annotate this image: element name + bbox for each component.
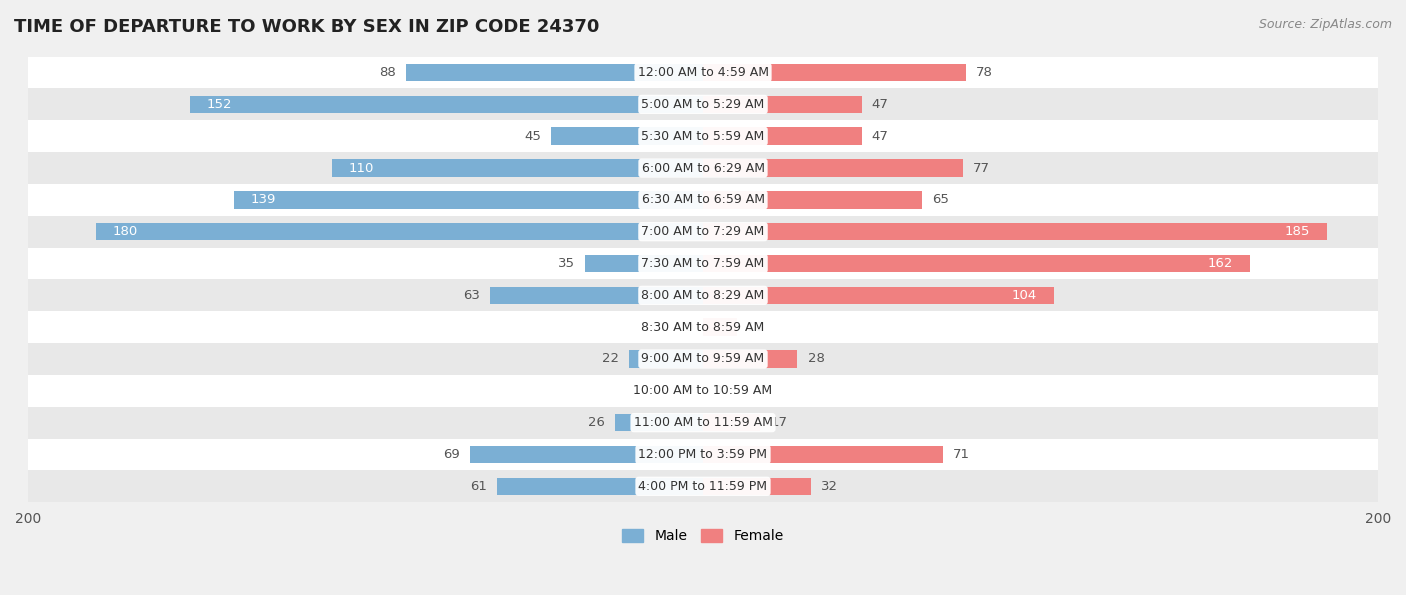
Bar: [703, 96, 862, 113]
Bar: [498, 478, 703, 495]
Text: 185: 185: [1285, 225, 1310, 238]
Bar: [332, 159, 703, 177]
Bar: [28, 152, 1378, 184]
Legend: Male, Female: Male, Female: [617, 524, 789, 549]
Text: 180: 180: [112, 225, 138, 238]
Text: 45: 45: [524, 130, 541, 143]
Text: 104: 104: [1012, 289, 1038, 302]
Bar: [703, 318, 737, 336]
Text: 0: 0: [685, 384, 693, 397]
Text: 71: 71: [953, 448, 970, 461]
Text: 7:30 AM to 7:59 AM: 7:30 AM to 7:59 AM: [641, 257, 765, 270]
Bar: [551, 127, 703, 145]
Bar: [703, 159, 963, 177]
Text: 47: 47: [872, 130, 889, 143]
Bar: [585, 255, 703, 273]
Text: 28: 28: [807, 352, 824, 365]
Bar: [616, 414, 703, 431]
Text: 17: 17: [770, 416, 787, 429]
Bar: [28, 311, 1378, 343]
Bar: [703, 446, 942, 464]
Text: 5:30 AM to 5:59 AM: 5:30 AM to 5:59 AM: [641, 130, 765, 143]
Text: 77: 77: [973, 161, 990, 174]
Bar: [491, 287, 703, 304]
Text: 8:30 AM to 8:59 AM: 8:30 AM to 8:59 AM: [641, 321, 765, 334]
Bar: [703, 478, 811, 495]
Text: TIME OF DEPARTURE TO WORK BY SEX IN ZIP CODE 24370: TIME OF DEPARTURE TO WORK BY SEX IN ZIP …: [14, 18, 599, 36]
Bar: [28, 280, 1378, 311]
Bar: [703, 223, 1327, 240]
Text: 88: 88: [380, 66, 396, 79]
Text: 63: 63: [464, 289, 481, 302]
Bar: [703, 255, 1250, 273]
Bar: [28, 216, 1378, 248]
Bar: [703, 64, 966, 82]
Text: 6:00 AM to 6:29 AM: 6:00 AM to 6:29 AM: [641, 161, 765, 174]
Text: 4:00 PM to 11:59 PM: 4:00 PM to 11:59 PM: [638, 480, 768, 493]
Text: 110: 110: [349, 161, 374, 174]
Text: 6:30 AM to 6:59 AM: 6:30 AM to 6:59 AM: [641, 193, 765, 206]
Text: 9:00 AM to 9:59 AM: 9:00 AM to 9:59 AM: [641, 352, 765, 365]
Text: 35: 35: [558, 257, 575, 270]
Text: 7:00 AM to 7:29 AM: 7:00 AM to 7:29 AM: [641, 225, 765, 238]
Text: 47: 47: [872, 98, 889, 111]
Text: Source: ZipAtlas.com: Source: ZipAtlas.com: [1258, 18, 1392, 31]
Text: 26: 26: [588, 416, 605, 429]
Text: 152: 152: [207, 98, 232, 111]
Text: 8:00 AM to 8:29 AM: 8:00 AM to 8:29 AM: [641, 289, 765, 302]
Text: 78: 78: [976, 66, 993, 79]
Text: 61: 61: [470, 480, 486, 493]
Bar: [628, 350, 703, 368]
Bar: [28, 120, 1378, 152]
Text: 0: 0: [713, 384, 721, 397]
Bar: [703, 127, 862, 145]
Bar: [28, 375, 1378, 407]
Bar: [28, 184, 1378, 216]
Bar: [703, 191, 922, 209]
Bar: [703, 287, 1054, 304]
Bar: [470, 446, 703, 464]
Text: 0: 0: [685, 321, 693, 334]
Bar: [28, 407, 1378, 439]
Bar: [703, 414, 761, 431]
Bar: [28, 89, 1378, 120]
Bar: [406, 64, 703, 82]
Text: 5:00 AM to 5:29 AM: 5:00 AM to 5:29 AM: [641, 98, 765, 111]
Bar: [28, 57, 1378, 89]
Text: 10: 10: [747, 321, 763, 334]
Bar: [28, 439, 1378, 471]
Bar: [703, 350, 797, 368]
Bar: [28, 471, 1378, 502]
Text: 10:00 AM to 10:59 AM: 10:00 AM to 10:59 AM: [634, 384, 772, 397]
Text: 139: 139: [250, 193, 276, 206]
Bar: [28, 343, 1378, 375]
Text: 11:00 AM to 11:59 AM: 11:00 AM to 11:59 AM: [634, 416, 772, 429]
Text: 12:00 PM to 3:59 PM: 12:00 PM to 3:59 PM: [638, 448, 768, 461]
Bar: [190, 96, 703, 113]
Text: 162: 162: [1208, 257, 1233, 270]
Text: 22: 22: [602, 352, 619, 365]
Bar: [233, 191, 703, 209]
Text: 65: 65: [932, 193, 949, 206]
Text: 32: 32: [821, 480, 838, 493]
Text: 69: 69: [443, 448, 460, 461]
Bar: [28, 248, 1378, 280]
Bar: [96, 223, 703, 240]
Text: 12:00 AM to 4:59 AM: 12:00 AM to 4:59 AM: [637, 66, 769, 79]
